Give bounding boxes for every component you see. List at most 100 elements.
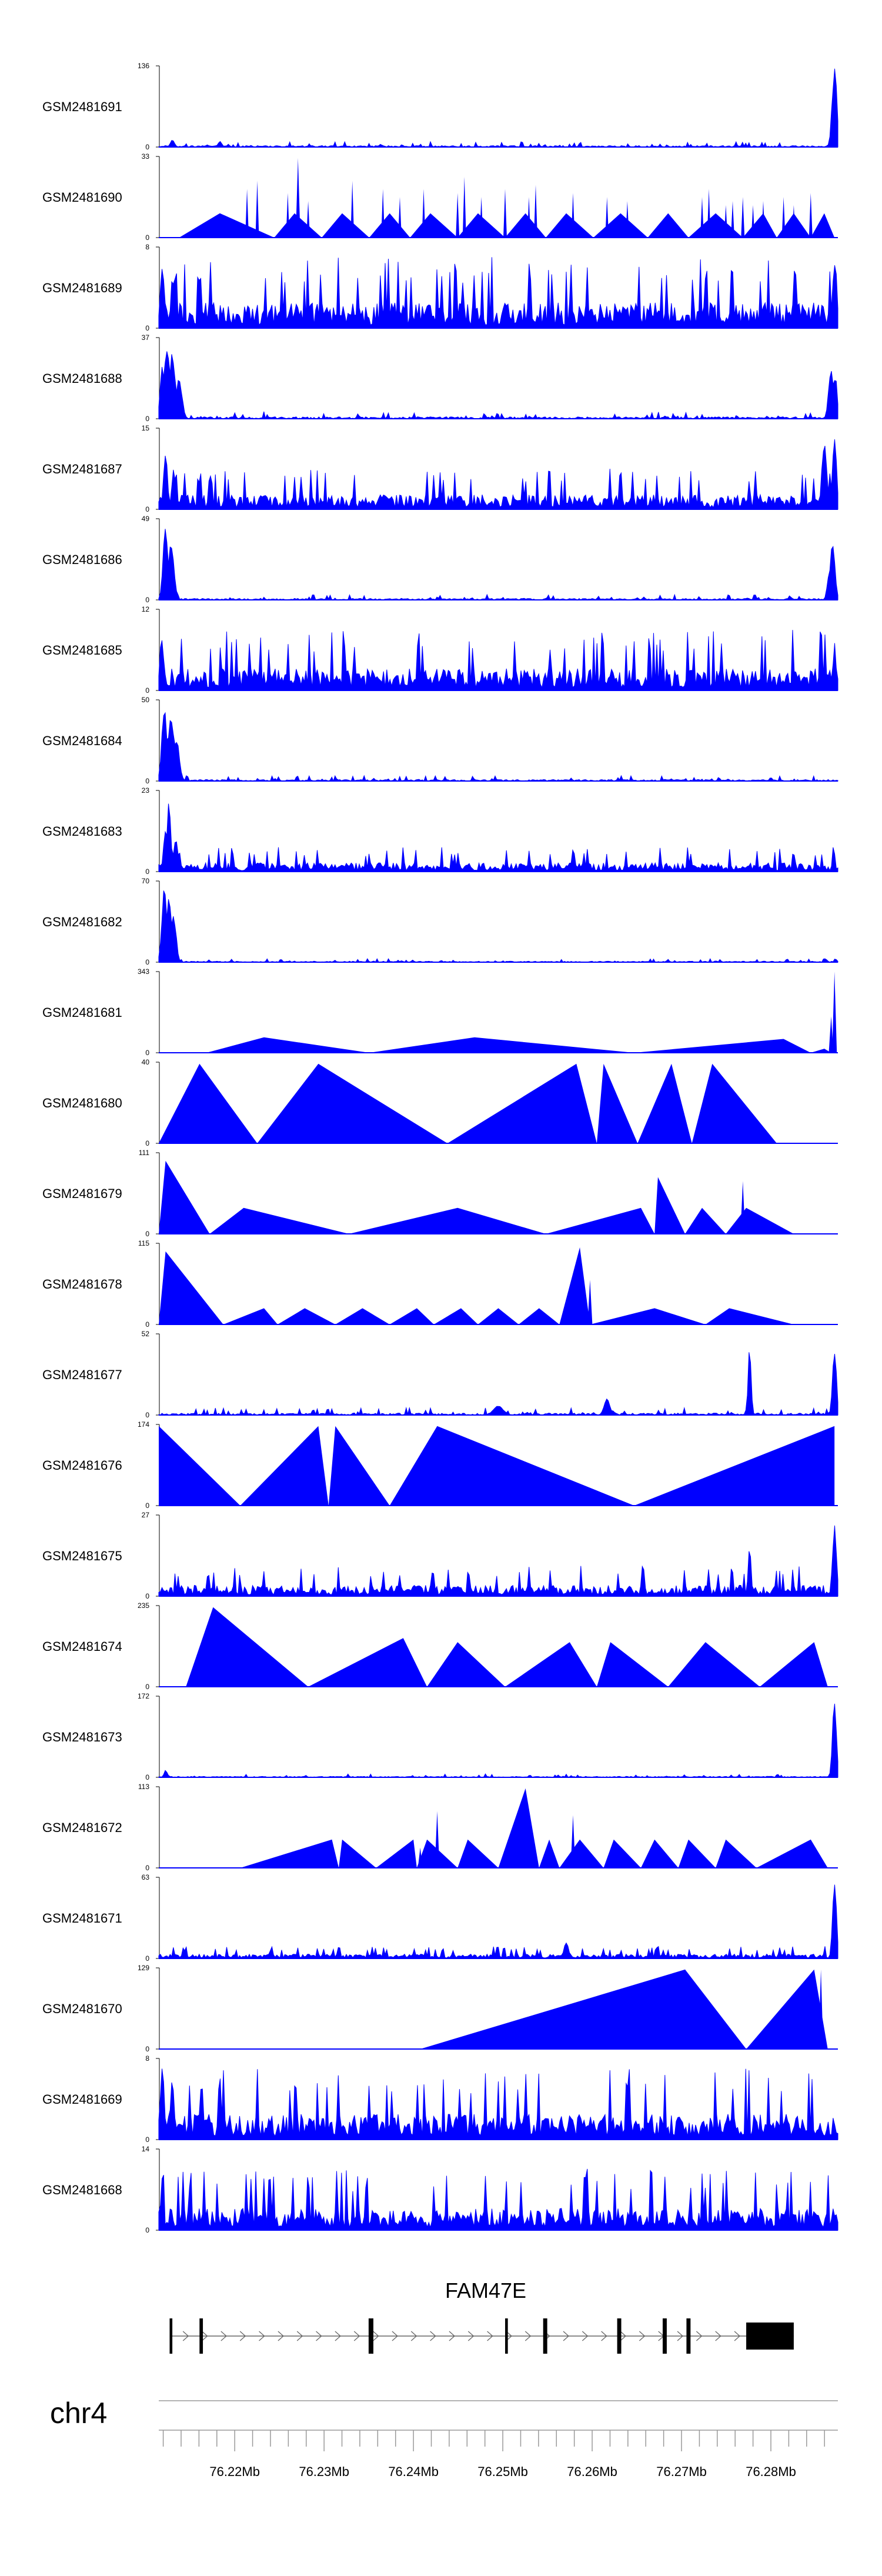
gene-label: FAM47E — [445, 2278, 526, 2303]
signal-segment — [349, 1207, 546, 1234]
signal-segment — [634, 1426, 835, 1506]
track-label: GSM2481691 — [42, 99, 122, 114]
signal-spike — [306, 201, 310, 238]
signal-spike — [286, 193, 290, 238]
signal-spike — [808, 193, 813, 238]
exon — [505, 2318, 508, 2354]
signal-spike — [295, 158, 300, 238]
signal-segment — [743, 213, 777, 238]
y-min-label: 0 — [145, 596, 149, 604]
signal-segment — [678, 1839, 716, 1868]
signal-segment — [389, 1308, 434, 1324]
track-GSM2481673: GSM2481673 172 0 — [42, 1692, 838, 1781]
signal-segment — [505, 1642, 597, 1687]
y-max-label: 63 — [142, 1873, 150, 1881]
strand-arrow — [202, 2331, 208, 2341]
exon — [169, 2318, 173, 2354]
y-min-label: 0 — [145, 686, 149, 695]
signal-segment — [685, 1207, 726, 1234]
track-GSM2481683: GSM2481683 23 0 — [42, 786, 838, 876]
signal-spike — [724, 205, 728, 238]
signal-segment — [427, 1642, 505, 1687]
signal-segment — [159, 1063, 258, 1143]
track-GSM2481680: GSM2481680 40 0 — [42, 1058, 838, 1147]
signal-spike — [166, 1193, 172, 1234]
x-tick-label: 76.22Mb — [209, 2464, 260, 2479]
signal-segment — [546, 1207, 655, 1234]
signal-segment — [369, 1037, 634, 1053]
track-GSM2481672: GSM2481672 113 0 — [42, 1783, 838, 1872]
strand-arrow — [239, 2331, 246, 2341]
track-GSM2481678: GSM2481678 115 0 — [42, 1239, 838, 1329]
x-tick-label: 76.26Mb — [567, 2464, 617, 2479]
signal-area — [158, 630, 838, 691]
track-label: GSM2481668 — [42, 2183, 122, 2197]
signal-segment — [322, 213, 369, 238]
strand-arrow — [410, 2331, 417, 2341]
signal-spike — [741, 197, 745, 238]
y-max-label: 172 — [138, 1692, 149, 1700]
signal-spike — [571, 193, 575, 238]
signal-spike — [422, 189, 426, 238]
track-label: GSM2481676 — [42, 1458, 122, 1473]
signal-area — [158, 68, 838, 148]
signal-segment — [637, 1063, 692, 1143]
signal-segment — [756, 1839, 828, 1868]
strand-arrow — [220, 2331, 227, 2341]
y-max-label: 37 — [142, 333, 150, 342]
signal-spike — [479, 197, 483, 238]
exon — [199, 2318, 203, 2354]
signal-spike — [176, 1115, 182, 1143]
signal-area — [158, 2068, 838, 2140]
track-GSM2481690: GSM2481690 33 0 — [42, 152, 838, 242]
signal-segment — [308, 1638, 427, 1687]
y-max-label: 8 — [145, 2054, 149, 2063]
track-label: GSM2481690 — [42, 190, 122, 205]
strand-arrow — [487, 2331, 493, 2341]
strand-arrow — [392, 2331, 398, 2341]
signal-segment — [668, 1642, 760, 1687]
y-max-label: 70 — [142, 877, 150, 885]
track-label: GSM2481671 — [42, 1911, 122, 1926]
signal-segment — [278, 1308, 336, 1324]
track-GSM2481674: GSM2481674 235 0 — [42, 1601, 838, 1691]
y-min-label: 0 — [145, 1773, 149, 1781]
strand-arrow — [696, 2331, 703, 2341]
signal-segment — [369, 213, 410, 238]
strand-arrow — [182, 2331, 189, 2341]
track-label: GSM2481670 — [42, 2001, 122, 2016]
signal-segment — [641, 1839, 679, 1868]
exon — [543, 2318, 547, 2354]
signal-segment — [603, 1839, 641, 1868]
signal-spike — [700, 197, 704, 238]
y-min-label: 0 — [145, 1139, 149, 1147]
x-tick-label: 76.27Mb — [656, 2464, 707, 2479]
signal-segment — [716, 1839, 757, 1868]
exon — [617, 2318, 622, 2354]
track-label: GSM2481675 — [42, 1549, 122, 1563]
y-max-label: 111 — [139, 1149, 150, 1157]
signal-spike — [761, 201, 765, 238]
signal-spike — [731, 201, 734, 238]
track-GSM2481675: GSM2481675 27 0 — [42, 1511, 838, 1600]
signal-segment — [498, 1788, 539, 1868]
signal-spike — [527, 197, 531, 238]
exon — [663, 2318, 667, 2354]
signal-segment — [810, 1049, 831, 1053]
track-label: GSM2481687 — [42, 462, 122, 476]
signal-area — [158, 803, 838, 872]
track-label: GSM2481672 — [42, 1820, 122, 1835]
y-min-label: 0 — [145, 415, 149, 423]
y-min-label: 0 — [145, 867, 149, 876]
signal-segment — [206, 1037, 369, 1053]
y-max-label: 235 — [138, 1601, 149, 1610]
signal-spike — [381, 189, 385, 238]
y-min-label: 0 — [145, 1320, 149, 1329]
strand-arrow — [620, 2331, 626, 2341]
track-GSM2481682: GSM2481682 70 0 — [42, 877, 838, 966]
y-min-label: 0 — [145, 2045, 149, 2053]
gene-model: FAM47E — [169, 2278, 794, 2354]
signal-spike — [462, 176, 466, 238]
signal-segment — [376, 1839, 417, 1868]
